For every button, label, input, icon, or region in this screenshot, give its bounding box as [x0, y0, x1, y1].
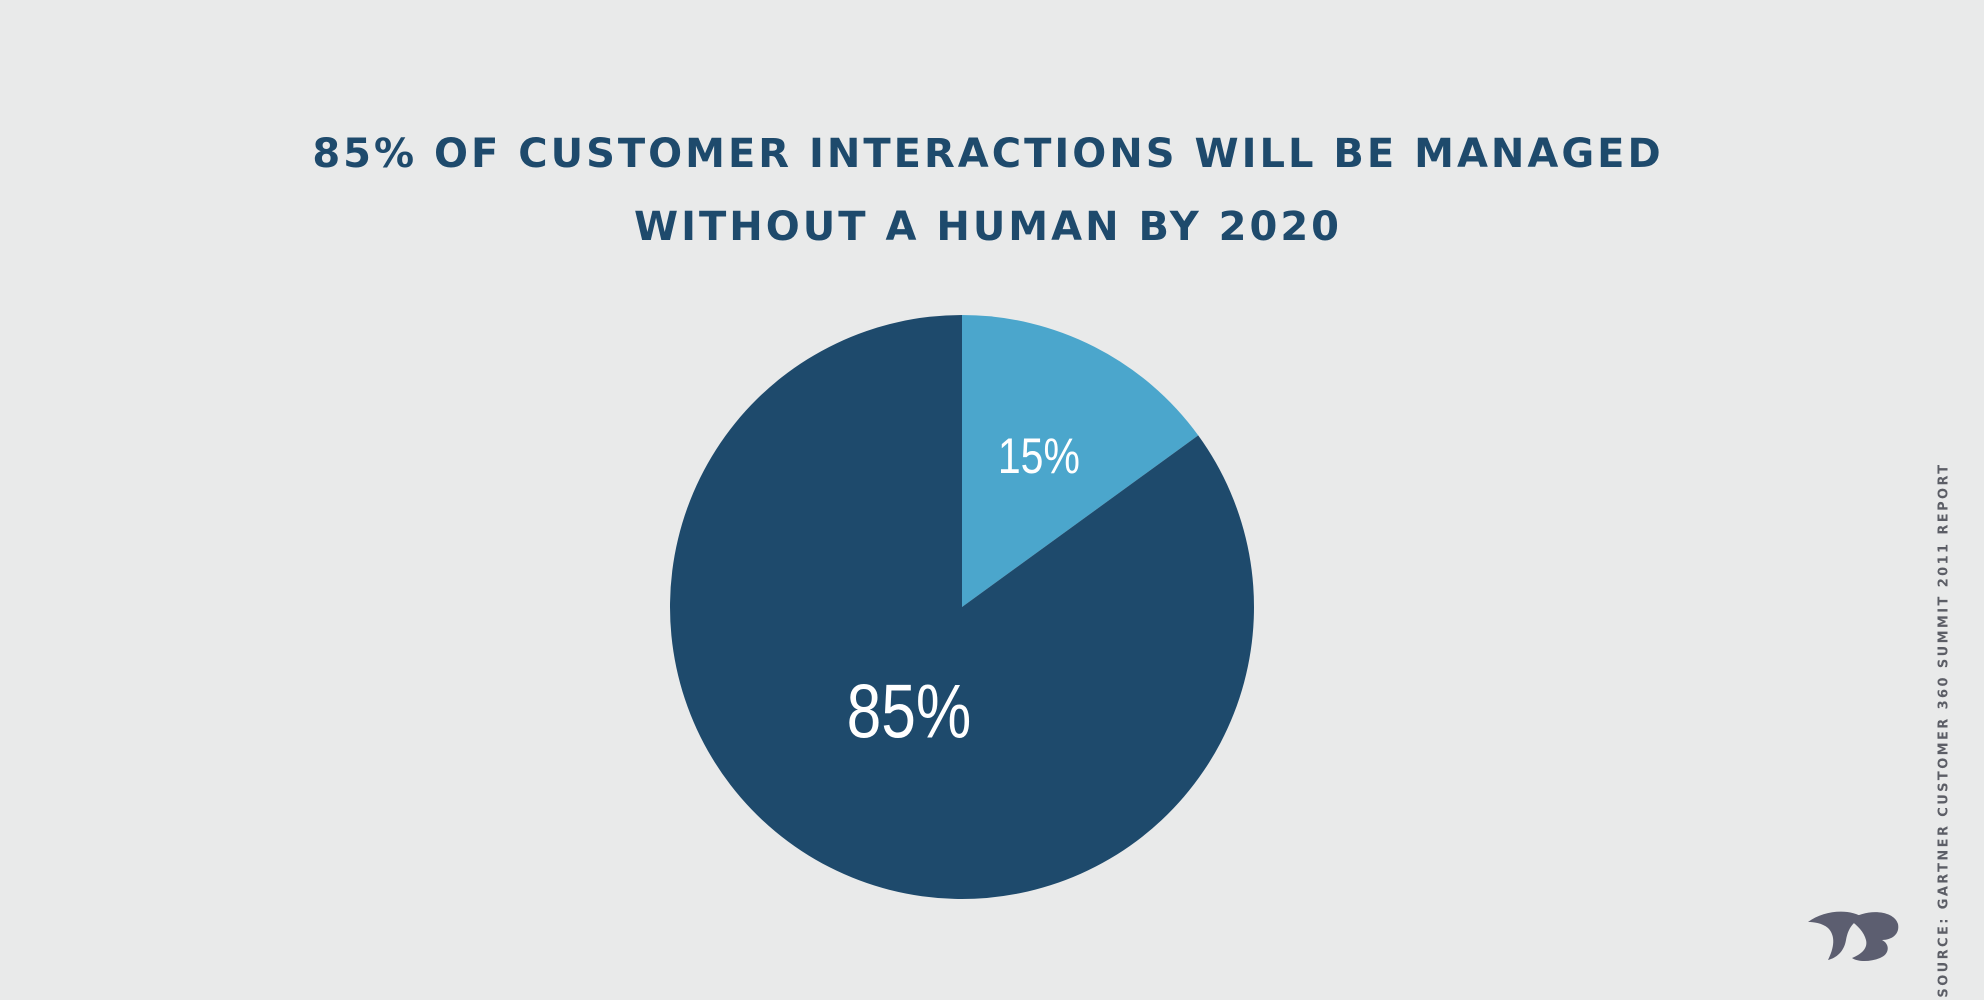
pie-slice-label-85: 85% — [847, 668, 972, 753]
pie-labels: 15% 85% — [847, 428, 1080, 754]
brand-logo-icon — [1808, 911, 1899, 961]
source-note: SOURCE: GARTNER CUSTOMER 360 SUMMIT 2011… — [1936, 462, 1952, 998]
pie-slices — [669, 315, 1254, 899]
chart-title: 85% OF CUSTOMER INTERACTIONS WILL BE MAN… — [0, 118, 1976, 264]
chart-title-line-1: 85% OF CUSTOMER INTERACTIONS WILL BE MAN… — [312, 131, 1664, 177]
pie-slice-15 — [962, 315, 1199, 607]
pie-slice-label-15: 15% — [998, 428, 1080, 484]
pie-slice-85 — [669, 315, 1254, 899]
chart-title-line-2: WITHOUT A HUMAN BY 2020 — [634, 204, 1342, 250]
